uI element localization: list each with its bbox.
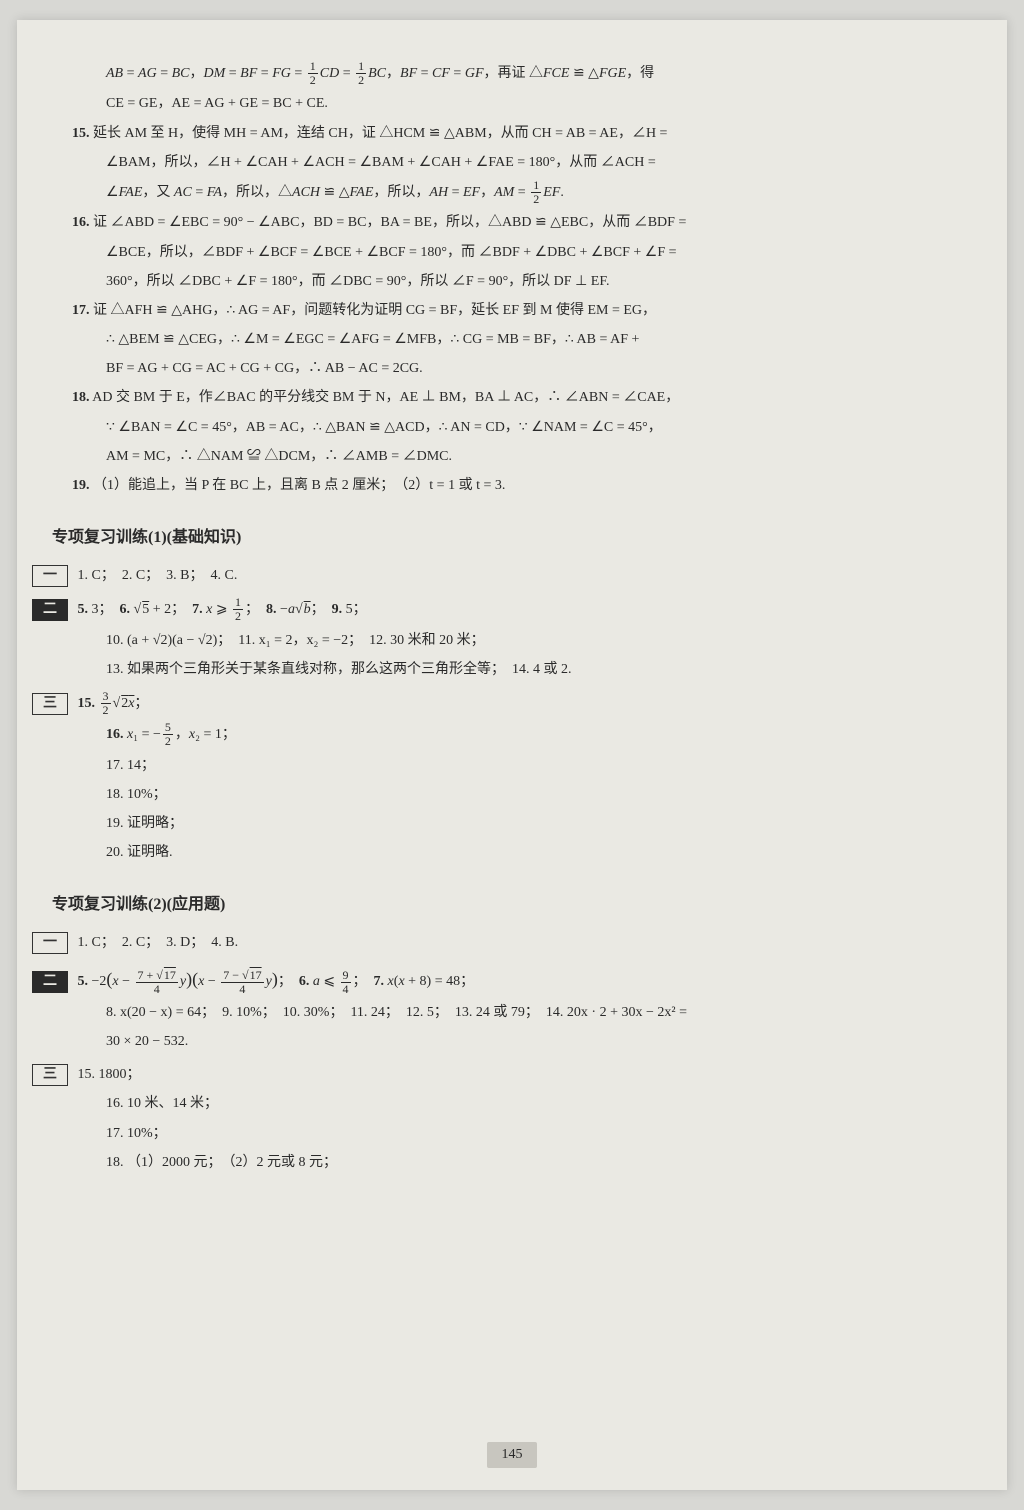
group-marker-three: 三 bbox=[32, 693, 68, 715]
group-3-row: 18. 10%； bbox=[72, 782, 952, 807]
continuation-line: BF = AG + CG = AC + CG + CG，∴ AB − AC = … bbox=[72, 356, 952, 381]
group-marker-three: 三 bbox=[32, 1064, 68, 1086]
item-text: 证 △AFH ≌ △AHG，∴ AG = AF，问题转化为证明 CG = BF，… bbox=[93, 303, 656, 318]
continuation-line: CE = GE，AE = AG + GE = BC + CE. bbox=[72, 91, 952, 116]
continuation-line: ∠FAE，又 AC = FA，所以，△ACH ≌ △FAE，所以，AH = EF… bbox=[72, 179, 952, 206]
group-2-row: 30 × 20 − 532. bbox=[72, 1029, 952, 1054]
group-marker-two: 二 bbox=[32, 599, 68, 621]
section-title-1: 专项复习训练(1)(基础知识) bbox=[52, 524, 952, 553]
answers: 1. C； 2. C； 3. D； 4. B. bbox=[78, 935, 239, 950]
group-2-row: 二 5. 3； 6. √5 + 2； 7. x ⩾ 12； 8. −a√b； 9… bbox=[72, 596, 952, 623]
continuation-line: AM = MC，∴ △NAM ≌ △DCM，∴ ∠AMB = ∠DMC. bbox=[72, 444, 952, 469]
page: AB = AG = BC，DM = BF = FG = 12CD = 12BC，… bbox=[17, 20, 1007, 1490]
solution-item-17: 17. 证 △AFH ≌ △AHG，∴ AG = AF，问题转化为证明 CG =… bbox=[72, 298, 952, 323]
item-text: （1）能追上，当 P 在 BC 上，且离 B 点 2 厘米； （2）t = 1 … bbox=[93, 478, 505, 493]
group-3-row: 20. 证明略. bbox=[72, 840, 952, 865]
group-3-row: 17. 10%； bbox=[72, 1121, 952, 1146]
group-1-row: 一 1. C； 2. C； 3. D； 4. B. bbox=[72, 930, 952, 955]
answers: 5. 3； 6. √5 + 2； 7. x ⩾ 12； 8. −a√b； 9. … bbox=[78, 602, 367, 617]
group-2-row: 8. x(20 − x) = 64； 9. 10%； 10. 30%； 11. … bbox=[72, 1000, 952, 1025]
group-3-row: 17. 14； bbox=[72, 753, 952, 778]
solution-item-18: 18. AD 交 BM 于 E，作∠BAC 的平分线交 BM 于 N，AE ⊥ … bbox=[72, 385, 952, 410]
item-text: 延长 AM 至 H，使得 MH = AM，连结 CH，证 △HCM ≌ △ABM… bbox=[93, 126, 667, 141]
group-3-row: 16. 10 米、14 米； bbox=[72, 1091, 952, 1116]
answers: 5. −2(x − 7 + √174y)(x − 7 − √174y)； 6. … bbox=[78, 974, 475, 989]
item-text: 证 ∠ABD = ∠EBC = 90° − ∠ABC，BD = BC，BA = … bbox=[93, 215, 686, 230]
group-3-row: 16. x₁ = −52，x₂ = 1； bbox=[72, 721, 952, 748]
solution-item-19: 19. （1）能追上，当 P 在 BC 上，且离 B 点 2 厘米； （2）t … bbox=[72, 473, 952, 498]
group-1-row: 一 1. C； 2. C； 3. B； 4. C. bbox=[72, 563, 952, 588]
solution-item-16: 16. 证 ∠ABD = ∠EBC = 90° − ∠ABC，BD = BC，B… bbox=[72, 210, 952, 235]
continuation-line: AB = AG = BC，DM = BF = FG = 12CD = 12BC，… bbox=[72, 60, 952, 87]
group-3-row: 三 15. 1800； bbox=[72, 1062, 952, 1087]
group-3-row: 18. （1）2000 元； （2）2 元或 8 元； bbox=[72, 1150, 952, 1175]
group-3-row: 19. 证明略； bbox=[72, 811, 952, 836]
page-number: 145 bbox=[487, 1442, 537, 1468]
group-2-row: 二 5. −2(x − 7 + √174y)(x − 7 − √174y)； 6… bbox=[72, 963, 952, 995]
answers: 1. C； 2. C； 3. B； 4. C. bbox=[78, 568, 238, 583]
section-title-2: 专项复习训练(2)(应用题) bbox=[52, 891, 952, 920]
continuation-line: ∴ △BEM ≌ △CEG，∴ ∠M = ∠EGC = ∠AFG = ∠MFB，… bbox=[72, 327, 952, 352]
group-2-row: 10. (a + √2)(a − √2)； 11. x₁ = 2，x₂ = −2… bbox=[72, 628, 952, 653]
group-2-row: 13. 如果两个三角形关于某条直线对称，那么这两个三角形全等； 14. 4 或 … bbox=[72, 657, 952, 682]
item-text: AD 交 BM 于 E，作∠BAC 的平分线交 BM 于 N，AE ⊥ BM，B… bbox=[92, 390, 679, 405]
group-marker-two: 二 bbox=[32, 971, 68, 993]
group-3-row: 三 15. 32√2x； bbox=[72, 690, 952, 717]
answers: 15. 32√2x； bbox=[78, 696, 149, 711]
group-marker-one: 一 bbox=[32, 932, 68, 954]
continuation-line: ∵ ∠BAN = ∠C = 45°，AB = AC，∴ △BAN ≌ △ACD，… bbox=[72, 415, 952, 440]
solution-item-15: 15. 延长 AM 至 H，使得 MH = AM，连结 CH，证 △HCM ≌ … bbox=[72, 121, 952, 146]
continuation-line: ∠BCE，所以，∠BDF + ∠BCF = ∠BCE + ∠BCF = 180°… bbox=[72, 240, 952, 265]
answers: 15. 1800； bbox=[78, 1067, 141, 1082]
continuation-line: ∠BAM，所以，∠H + ∠CAH + ∠ACH = ∠BAM + ∠CAH +… bbox=[72, 150, 952, 175]
group-marker-one: 一 bbox=[32, 565, 68, 587]
continuation-line: 360°，所以 ∠DBC + ∠F = 180°，而 ∠DBC = 90°，所以… bbox=[72, 269, 952, 294]
